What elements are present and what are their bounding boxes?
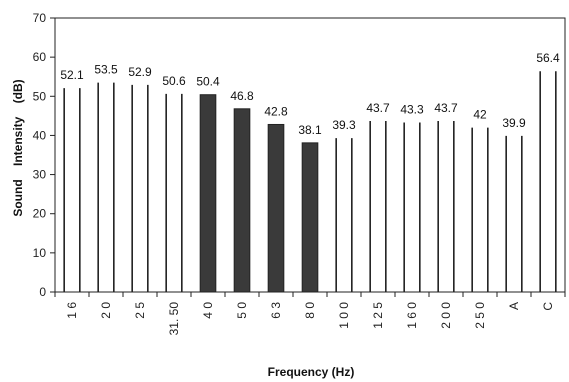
data-label: 43.7 <box>366 101 390 115</box>
bar <box>403 122 421 292</box>
x-tick-label: 2 5 <box>133 302 147 319</box>
x-tick-label: 1 2 5 <box>371 302 385 329</box>
bar <box>233 108 251 293</box>
bar <box>471 127 489 292</box>
y-axis-title: Sound Intensity (dB) <box>11 79 25 216</box>
bar <box>165 93 183 292</box>
x-axis-title: Frequency (Hz) <box>268 365 355 379</box>
x-tick-label: 1 6 <box>65 302 79 319</box>
x-tick-label: 31. 50 <box>167 302 181 336</box>
x-tick-label: 1 6 0 <box>405 302 419 329</box>
data-label: 42 <box>473 108 487 122</box>
data-label: 39.3 <box>332 118 356 132</box>
data-label: 42.8 <box>264 104 288 118</box>
x-tick-label: 4 0 <box>201 302 215 319</box>
x-tick-label: 1 0 0 <box>337 302 351 329</box>
data-label: 43.3 <box>400 103 424 117</box>
bar <box>369 120 387 292</box>
bar <box>539 71 557 292</box>
y-tick-label: 30 <box>33 168 47 182</box>
bar <box>267 123 285 293</box>
data-label: 52.1 <box>60 68 84 82</box>
bars: 52.1 53.5 52.9 50.6 50.4 46.8 42.8 38.1 39.3 43.7… <box>60 51 560 293</box>
bar <box>505 135 523 292</box>
bar <box>63 88 81 292</box>
x-tick-label: 2 5 0 <box>473 302 487 329</box>
y-tick-label: 20 <box>33 207 47 221</box>
y-tick-label: 60 <box>33 50 47 64</box>
data-label: 43.7 <box>434 101 458 115</box>
y-tick-label: 40 <box>33 128 47 142</box>
data-label: 50.4 <box>196 75 220 89</box>
y-tick-label: 0 <box>39 285 46 299</box>
x-tick-label: 8 0 <box>303 302 317 319</box>
data-label: 46.8 <box>230 89 254 103</box>
bar <box>437 120 455 292</box>
data-label: 39.9 <box>502 116 526 130</box>
x-tick-label: 5 0 <box>235 302 249 319</box>
data-label: 52.9 <box>128 65 152 79</box>
y-tick-label: 70 <box>33 11 47 25</box>
x-tick-label: 2 0 0 <box>439 302 453 329</box>
data-label: 50.6 <box>162 74 186 88</box>
bar <box>131 84 149 292</box>
bar <box>335 138 353 292</box>
data-label: 53.5 <box>94 63 118 77</box>
bar <box>301 142 319 293</box>
data-label: 56.4 <box>536 51 560 65</box>
bar <box>199 94 217 293</box>
y-tick-label: 50 <box>33 89 47 103</box>
x-tick-label: C <box>541 302 555 311</box>
x-tick-label: 2 0 <box>99 302 113 319</box>
x-axis: 1 6 2 0 2 5 31. 50 4 0 5 0 6 3 8 0 1 0 0 1 2 5 1 6… <box>54 292 566 336</box>
data-label: 38.1 <box>298 123 322 137</box>
y-axis: 0 10 20 30 40 50 60 70 <box>33 11 55 299</box>
bar <box>97 82 115 292</box>
x-tick-label: A <box>507 302 521 310</box>
x-tick-label: 6 3 <box>269 302 283 319</box>
y-tick-label: 10 <box>33 246 47 260</box>
